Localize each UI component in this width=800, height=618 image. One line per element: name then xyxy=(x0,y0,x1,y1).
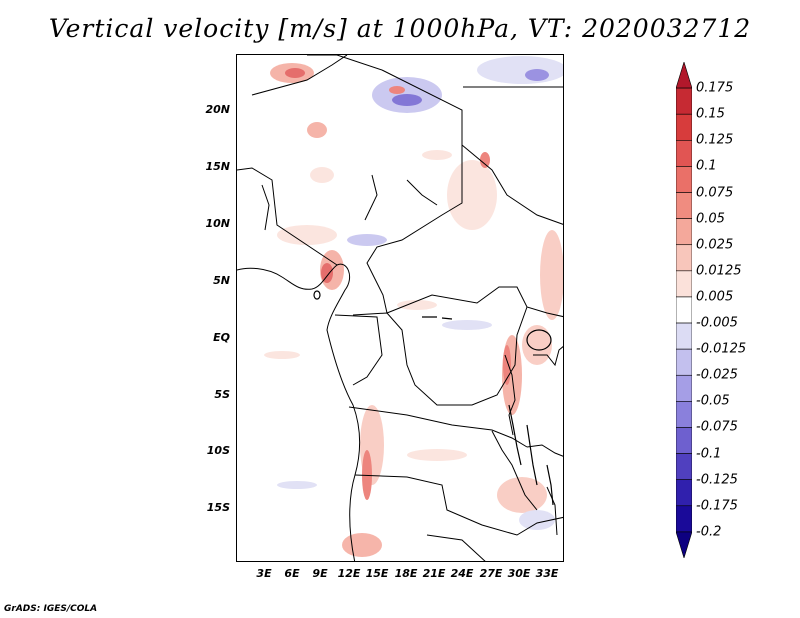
colorbar-cell xyxy=(676,192,692,219)
lon-label-27e: 27E xyxy=(479,567,503,580)
colorbar-cell xyxy=(676,374,692,402)
lat-label-20n: 20N xyxy=(205,103,230,116)
lat-label-eq: EQ xyxy=(213,331,230,344)
velocity-shading xyxy=(264,56,563,557)
colorbar-cell xyxy=(676,453,692,480)
colorbar-label: -0.05 xyxy=(696,393,730,409)
colorbar-cell xyxy=(676,270,692,298)
colorbar-cell xyxy=(676,140,692,167)
colorbar-label: -0.2 xyxy=(696,524,722,540)
lon-label-24e: 24E xyxy=(450,567,474,580)
map-area xyxy=(236,54,564,562)
colorbar-cell xyxy=(676,348,692,376)
colorbar-label: 0.0125 xyxy=(696,263,742,279)
colorbar-label: -0.1 xyxy=(696,446,722,462)
colorbar-cell xyxy=(676,427,692,454)
colorbar-label: -0.125 xyxy=(696,472,738,488)
colorbar-cell xyxy=(676,505,692,533)
colorbar-label: 0.025 xyxy=(696,237,734,253)
colorbar-label: -0.0125 xyxy=(696,341,747,357)
lat-label-5n: 5N xyxy=(213,274,230,287)
colorbar-label: -0.005 xyxy=(696,315,738,331)
map-outlines xyxy=(237,55,563,561)
lat-label-10s: 10S xyxy=(206,444,230,457)
colorbar-cell xyxy=(676,87,692,115)
lon-label-30e: 30E xyxy=(507,567,531,580)
map-canvas xyxy=(237,55,563,561)
colorbar-cell xyxy=(676,113,692,141)
colorbar-cell xyxy=(676,62,692,89)
colorbar-label: -0.075 xyxy=(696,419,738,435)
lon-label-18e: 18E xyxy=(394,567,418,580)
lon-label-12e: 12E xyxy=(337,567,361,580)
colorbar-label: 0.125 xyxy=(696,132,734,148)
colorbar-cell xyxy=(676,479,692,507)
colorbar-cell xyxy=(676,401,692,428)
lon-label-6e: 6E xyxy=(284,567,300,580)
colorbar-cell xyxy=(676,296,692,324)
colorbar-cell xyxy=(676,322,692,350)
colorbar-label: 0.1 xyxy=(696,158,717,174)
lat-label-10n: 10N xyxy=(205,217,230,230)
colorbar-label: 0.075 xyxy=(696,185,734,201)
lat-label-15n: 15N xyxy=(205,160,230,173)
lat-label-15s: 15S xyxy=(206,501,230,514)
colorbar-label: 0.15 xyxy=(696,106,725,122)
colorbar-label: 0.05 xyxy=(696,211,725,227)
map-title: Vertical velocity [m/s] at 1000hPa, VT: … xyxy=(48,14,752,43)
colorbar xyxy=(676,62,692,558)
lat-label-5s: 5S xyxy=(214,388,230,401)
lon-label-15e: 15E xyxy=(365,567,389,580)
lon-label-3e: 3E xyxy=(256,567,272,580)
colorbar-label: 0.175 xyxy=(696,80,734,96)
footer-credit: GrADS: IGES/COLA xyxy=(4,604,98,614)
colorbar-cell xyxy=(676,166,692,193)
lon-label-33e: 33E xyxy=(535,567,559,580)
colorbar-label: 0.005 xyxy=(696,289,734,305)
lakes xyxy=(313,290,554,506)
lon-label-9e: 9E xyxy=(312,567,328,580)
colorbar-label: -0.175 xyxy=(696,498,738,514)
colorbar-cell xyxy=(676,244,692,272)
lon-label-21e: 21E xyxy=(422,567,446,580)
colorbar-cell xyxy=(676,531,692,558)
colorbar-cell xyxy=(676,218,692,246)
colorbar-label: -0.025 xyxy=(696,367,738,383)
